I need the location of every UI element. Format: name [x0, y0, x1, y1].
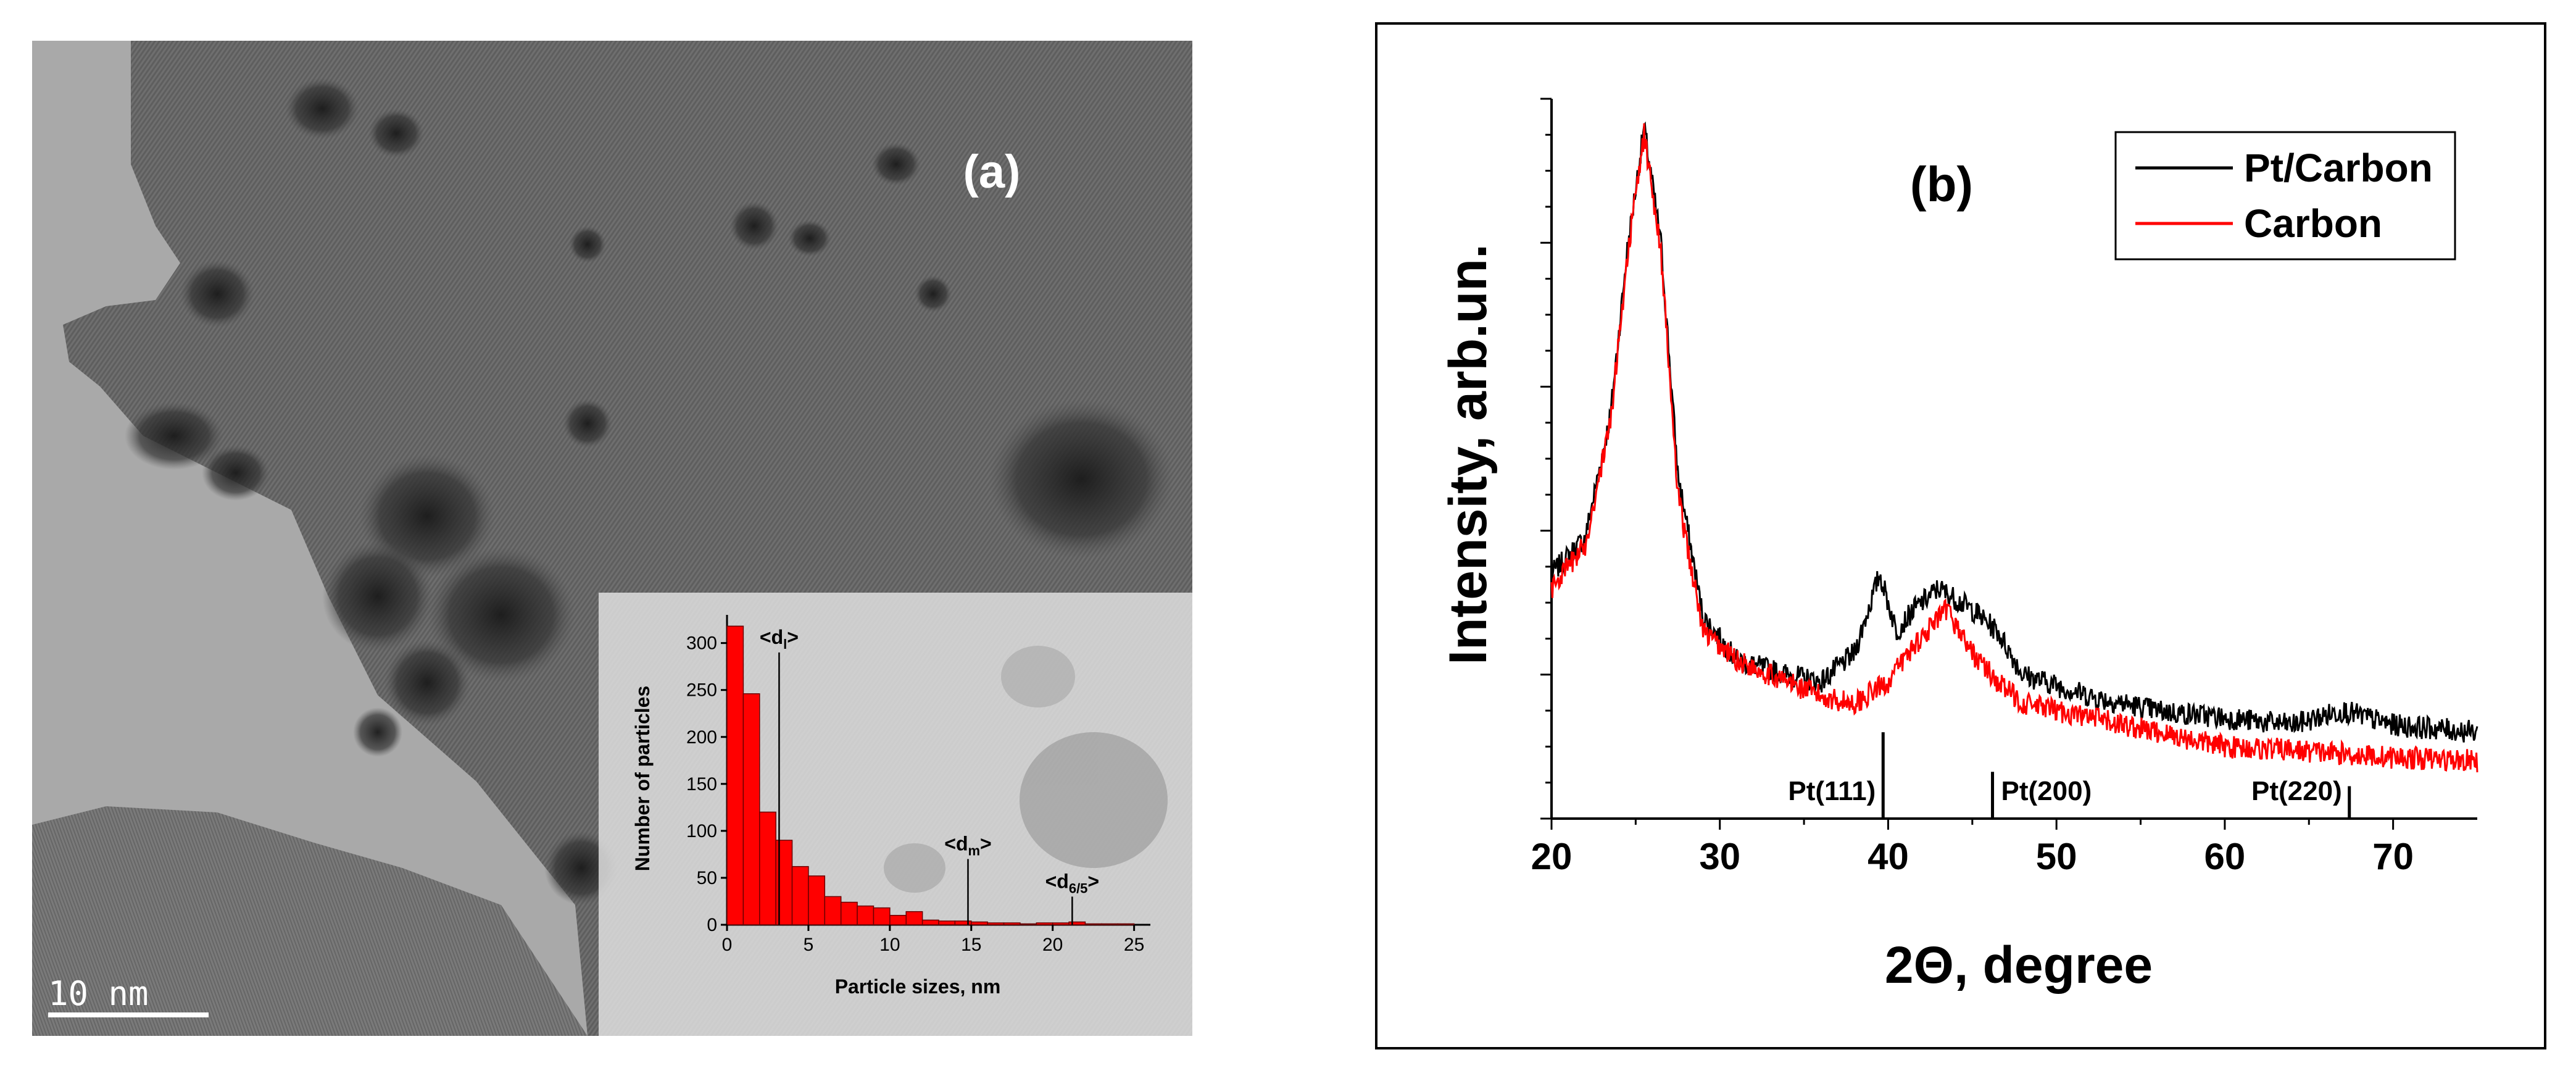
histogram-bar	[938, 920, 956, 925]
histogram-bar	[759, 811, 776, 925]
legend-label-pt-carbon: Pt/Carbon	[2244, 146, 2433, 190]
histogram-marker-label: <dl>	[760, 626, 799, 652]
legend-box	[2114, 131, 2456, 261]
histogram-x-tick-label: 5	[804, 935, 814, 955]
histogram-x-tick-label: 20	[1042, 935, 1063, 955]
inset-tem-blobs	[884, 646, 1168, 893]
histogram-marker-label: <dm>	[944, 833, 991, 859]
histogram-y-tick-label: 100	[686, 821, 717, 841]
histogram-x-tick-label: 0	[722, 935, 733, 955]
histogram-bar	[921, 919, 939, 925]
histogram-x-tick-label: 15	[961, 935, 981, 955]
xrd-x-tick-label: 60	[2204, 836, 2246, 877]
scale-bar-label: 10 nm	[48, 974, 149, 1013]
histogram-x-tick-label: 10	[879, 935, 900, 955]
histogram-y-tick-label: 150	[686, 774, 717, 795]
histogram-bar	[1068, 921, 1086, 925]
panel-a-label: (a)	[963, 146, 1021, 198]
histogram-bar	[791, 866, 809, 925]
histogram-bar	[954, 920, 972, 925]
histogram-bar	[824, 896, 842, 925]
pt-particles	[125, 78, 1174, 905]
xrd-x-tick-label: 40	[1868, 836, 1909, 877]
histogram-bar	[742, 693, 760, 925]
histogram-bar	[987, 922, 1005, 925]
histogram-bar	[775, 840, 793, 925]
histogram-x-label: Particle sizes, nm	[835, 975, 1001, 998]
histogram-bar	[873, 907, 891, 925]
carbon-lower-region	[32, 806, 588, 1036]
histogram-bar	[808, 875, 826, 925]
histogram-x-tick-label: 25	[1124, 935, 1144, 955]
reference-line-label: Pt(220)	[2251, 776, 2342, 806]
histogram-y-tick-label: 250	[686, 680, 717, 701]
histogram-bar	[726, 625, 744, 925]
histogram-bar	[889, 915, 907, 925]
histogram-bar	[857, 905, 875, 925]
histogram-bar	[1117, 923, 1135, 925]
legend-label-carbon: Carbon	[2244, 201, 2382, 246]
xrd-x-tick-label: 30	[1699, 836, 1740, 877]
histogram-y-tick-label: 200	[686, 727, 717, 748]
histogram-bar	[1020, 923, 1037, 925]
histogram-marker-label: <d6/5>	[1045, 870, 1100, 896]
histogram-y-label: Number of particles	[631, 686, 654, 872]
histogram-bar	[971, 921, 988, 925]
histogram-bar	[1101, 923, 1118, 925]
histogram-bar	[905, 911, 923, 925]
histogram-bar	[1003, 922, 1021, 925]
reference-line-label: Pt(200)	[2001, 776, 2092, 806]
panel-b-label: (b)	[1910, 157, 1973, 212]
scale-bar	[48, 1012, 209, 1017]
histogram-y-tick-label: 0	[707, 915, 717, 935]
xrd-panel: 20 30 40 50 60 70 Pt(111) Pt(200) Pt(220) (b) 2…	[1375, 22, 2546, 1049]
histogram-y-tick-label: 300	[686, 633, 717, 654]
series-line-carbon	[1550, 123, 2478, 773]
reference-line-label: Pt(111)	[1788, 776, 1876, 806]
histogram-bar	[1084, 923, 1102, 925]
xrd-x-tick-label: 50	[2036, 836, 2077, 877]
xrd-legend: Pt/Carbon Carbon	[2114, 131, 2456, 261]
xrd-x-label: 2Θ, degree	[1885, 936, 2153, 994]
xrd-x-tick-label: 20	[1531, 836, 1573, 877]
xrd-x-tick-label: 70	[2372, 836, 2414, 877]
series-line-pt-carbon	[1550, 121, 2478, 743]
xrd-y-label: Intensity, arb.un.	[1439, 244, 1498, 665]
histogram-bar	[1052, 922, 1070, 925]
histogram-y-tick-label: 50	[697, 868, 717, 888]
histogram-bar	[1036, 922, 1053, 925]
histogram-bar	[840, 901, 858, 925]
xrd-plot-area: 20 30 40 50 60 70 Pt(111) Pt(200) Pt(220)	[1531, 98, 2478, 877]
